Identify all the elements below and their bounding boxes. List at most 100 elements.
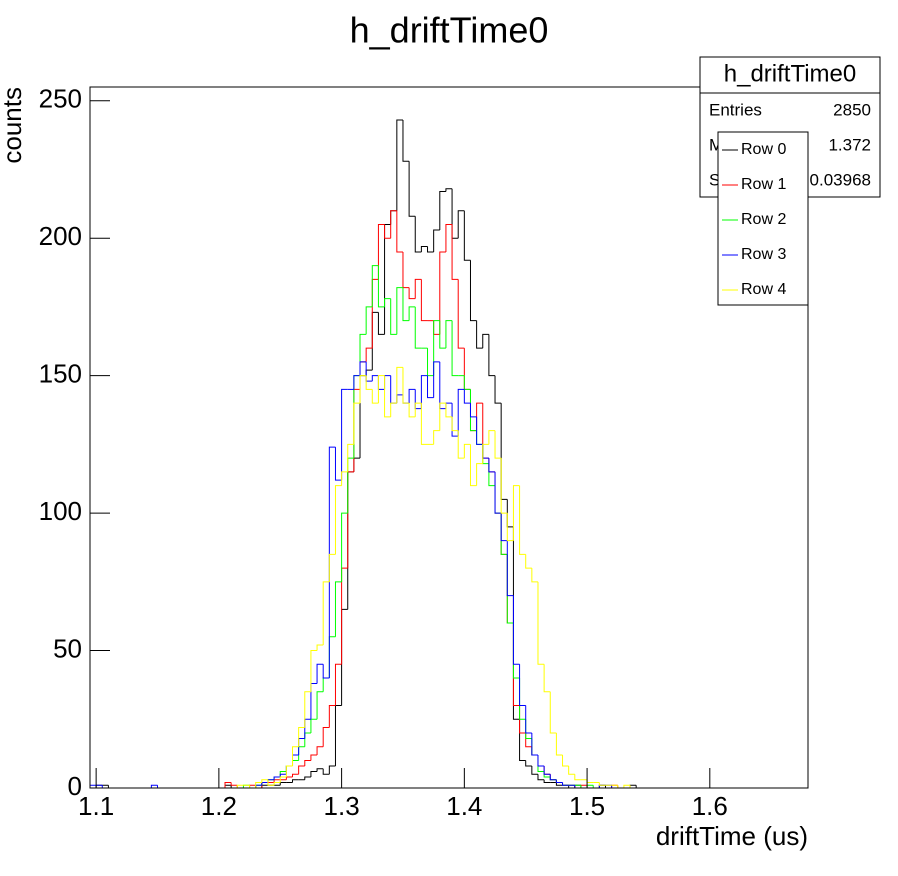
- histogram-bin: [463, 210, 471, 261]
- histogram-bin: [469, 260, 477, 322]
- histogram-bin: [390, 298, 397, 335]
- histogram-bin: [334, 663, 342, 706]
- histogram-bin: [500, 513, 508, 542]
- histogram-bin: [390, 375, 397, 404]
- histogram-bin: [384, 224, 391, 239]
- histogram-bin: [285, 765, 293, 775]
- histogram-bin: [255, 782, 262, 788]
- legend-label: Row 2: [741, 211, 786, 228]
- histogram-bin: [531, 766, 538, 775]
- histogram-bin: [427, 348, 434, 377]
- histogram-bin: [341, 608, 348, 706]
- histogram-bin: [396, 287, 403, 335]
- histogram-bin: [353, 375, 361, 459]
- histogram-bin: [304, 691, 311, 728]
- histogram-bin: [298, 746, 305, 761]
- histogram-bin: [494, 430, 502, 459]
- histogram-bin: [285, 765, 293, 778]
- histogram-bin: [488, 430, 496, 445]
- histogram-bin: [457, 430, 465, 459]
- histogram-bin: [537, 581, 545, 665]
- histogram-bin: [433, 430, 440, 445]
- histogram-bin: [476, 402, 483, 431]
- histogram-bin: [310, 650, 318, 692]
- histogram-bin: [316, 644, 324, 651]
- histogram-bin: [298, 727, 305, 747]
- histogram-bin: [457, 388, 465, 437]
- histogram-bin: [402, 119, 410, 162]
- histogram-bin: [402, 251, 410, 289]
- histogram-bin: [463, 443, 471, 459]
- histogram-bin: [322, 581, 330, 646]
- histogram-bin: [439, 361, 446, 410]
- histogram-bin: [371, 375, 379, 382]
- histogram-bin: [433, 320, 440, 376]
- histogram-bin: [292, 779, 299, 783]
- histogram-bin: [371, 278, 379, 349]
- histogram-bin: [390, 210, 397, 225]
- histogram-bin: [334, 705, 342, 767]
- histogram-bin: [273, 782, 281, 786]
- histogram-bin: [543, 779, 551, 784]
- histogram-bin: [519, 719, 526, 762]
- y-tick-label: 0: [68, 771, 82, 801]
- histogram-bin: [482, 443, 489, 464]
- histogram-bin: [279, 776, 287, 783]
- histogram-bin: [390, 210, 397, 239]
- histogram-bin: [384, 223, 391, 335]
- histogram-bin: [488, 463, 496, 487]
- histogram-bin: [512, 623, 520, 679]
- histogram-bin: [476, 430, 483, 445]
- histogram-bin: [377, 375, 385, 404]
- x-tick-label: 1.6: [692, 791, 728, 821]
- histogram-bin: [457, 279, 465, 349]
- histogram-bin: [224, 782, 232, 788]
- histogram-bin: [500, 513, 508, 555]
- histogram-bin: [328, 553, 336, 582]
- histogram-bin: [482, 444, 489, 459]
- histogram-bin: [469, 389, 477, 432]
- histogram-bin: [531, 733, 538, 756]
- histogram-bin: [316, 746, 324, 756]
- histogram-bin: [469, 389, 477, 432]
- histogram-bin: [506, 540, 514, 597]
- histogram-bin: [451, 403, 459, 437]
- histogram-bin: [341, 512, 348, 582]
- histogram-bin: [439, 402, 446, 431]
- histogram-bin: [500, 513, 508, 555]
- histogram-bin: [512, 526, 520, 720]
- histogram-bin: [457, 210, 465, 239]
- histogram-bin: [353, 388, 361, 472]
- histogram-bin: [494, 471, 502, 514]
- histogram-bin: [525, 554, 532, 569]
- histogram-bin: [353, 375, 361, 390]
- histogram-bin: [310, 771, 318, 778]
- histogram-bin: [463, 348, 471, 390]
- y-tick-label: 250: [39, 84, 82, 114]
- histogram-bin: [328, 705, 336, 728]
- histogram-bin: [304, 718, 311, 739]
- legend-box: [717, 131, 809, 306]
- histogram-bin: [334, 581, 342, 637]
- legend-label: Row 4: [741, 281, 786, 298]
- histogram-bin: [322, 664, 330, 679]
- histogram-bin: [494, 471, 502, 514]
- histogram-bin: [304, 732, 311, 747]
- histogram-bin: [292, 773, 299, 778]
- histogram-bin: [408, 287, 416, 300]
- histogram-bin: [359, 361, 367, 376]
- histogram-bin: [267, 779, 275, 786]
- histogram-bin: [525, 719, 532, 740]
- histogram-bin: [623, 784, 631, 788]
- histogram-bin: [420, 375, 428, 409]
- histogram-bin: [531, 568, 538, 583]
- histogram-bin: [445, 223, 453, 252]
- histogram-bin: [310, 683, 318, 720]
- histogram-bin: [316, 768, 324, 772]
- histogram-bin: [445, 320, 453, 349]
- histogram-bin: [414, 278, 422, 299]
- histogram-bin: [328, 446, 336, 679]
- histogram-bin: [414, 306, 422, 349]
- histogram-bin: [482, 444, 489, 465]
